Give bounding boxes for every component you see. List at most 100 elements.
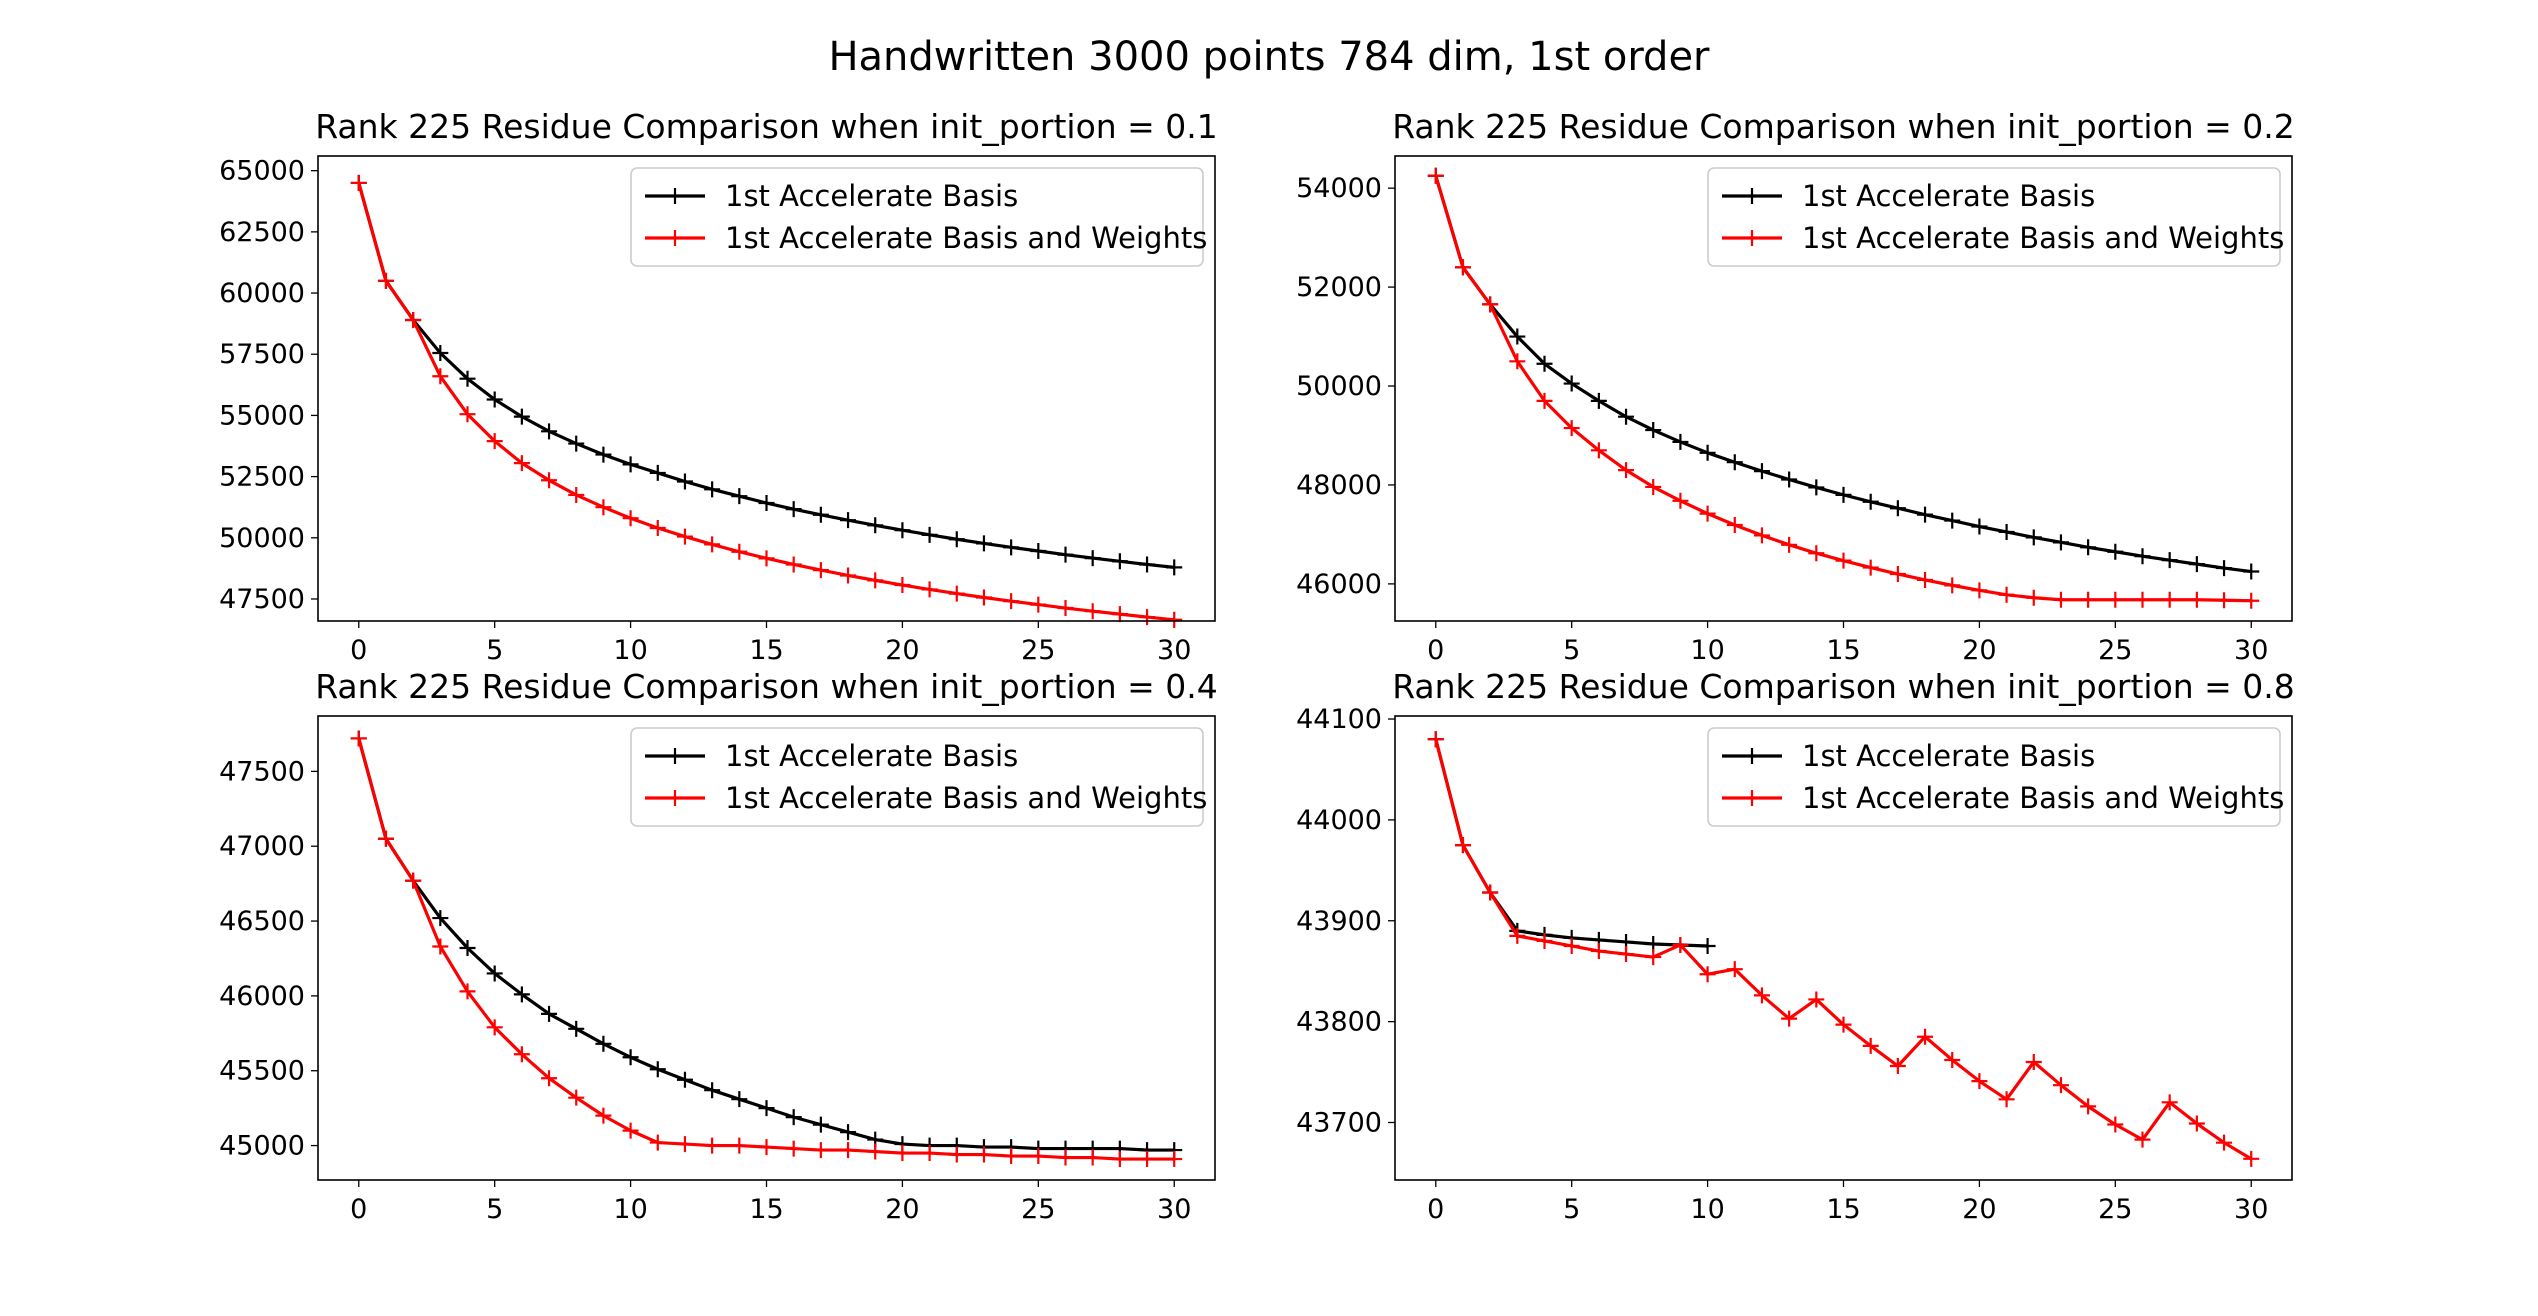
- data-point-marker: [541, 423, 558, 440]
- series-basis: [350, 174, 1183, 576]
- data-point-marker: [2107, 1116, 2124, 1133]
- data-point-marker: [2107, 543, 2124, 560]
- data-point-marker: [1944, 512, 1961, 529]
- series-basis: [1427, 167, 2260, 580]
- data-point-marker: [1618, 408, 1635, 425]
- data-point-marker: [1726, 517, 1743, 534]
- subplot-title: Rank 225 Residue Comparison when init_po…: [1392, 107, 2295, 146]
- data-point-marker: [459, 406, 476, 423]
- axes-frame: [1394, 715, 2293, 1181]
- x-tick-label: 30: [1157, 635, 1191, 666]
- series-basis-and-weights: [350, 174, 1183, 628]
- series-basis: [1427, 731, 1716, 954]
- data-point-marker: [921, 1145, 938, 1162]
- data-point-marker: [459, 370, 476, 387]
- data-point-marker: [2134, 591, 2151, 608]
- legend-label: 1st Accelerate Basis: [1802, 179, 2095, 213]
- data-point-marker: [704, 481, 721, 498]
- data-point-marker: [1139, 556, 1156, 573]
- data-point-marker: [948, 1146, 965, 1163]
- data-point-marker: [1835, 486, 1852, 503]
- data-point-marker: [1111, 1151, 1128, 1168]
- data-point-marker: [1998, 523, 2015, 540]
- data-point-marker: [1808, 545, 1825, 562]
- x-tick-label: 0: [350, 635, 367, 666]
- subplot-grid: Rank 225 Residue Comparison when init_po…: [219, 107, 2295, 1225]
- x-tick-label: 25: [2098, 1194, 2132, 1225]
- data-point-marker: [2080, 1098, 2097, 1115]
- data-point-marker: [1726, 454, 1743, 471]
- legend-swatch-marker: [1744, 790, 1760, 806]
- data-point-marker: [1781, 536, 1798, 553]
- y-tick-label: 55000: [219, 400, 305, 431]
- data-point-marker: [1645, 422, 1662, 439]
- data-point-marker: [2052, 591, 2069, 608]
- data-point-marker: [758, 1100, 775, 1117]
- data-point-marker: [622, 456, 639, 473]
- data-point-marker: [2052, 534, 2069, 551]
- data-point-marker: [1084, 550, 1101, 567]
- data-point-marker: [2161, 1094, 2178, 1111]
- data-point-marker: [1427, 167, 1444, 184]
- y-tick-label: 65000: [219, 156, 305, 187]
- series-basis-and-weights: [1427, 731, 2260, 1167]
- x-tick-label: 5: [1563, 635, 1580, 666]
- data-point-marker: [350, 174, 367, 191]
- subplot-title: Rank 225 Residue Comparison when init_po…: [315, 667, 1218, 706]
- data-point-marker: [676, 1071, 693, 1088]
- data-point-marker: [486, 433, 503, 450]
- y-tick-label: 47000: [219, 831, 305, 862]
- data-point-marker: [894, 577, 911, 594]
- data-point-marker: [1672, 936, 1689, 953]
- legend-label: 1st Accelerate Basis: [1802, 739, 2095, 773]
- axes-frame: [1394, 155, 2293, 622]
- figure-suptitle: Handwritten 3000 points 784 dim, 1st ord…: [828, 34, 1710, 80]
- data-point-marker: [486, 391, 503, 408]
- data-point-marker: [948, 531, 965, 548]
- data-point-marker: [1030, 1148, 1047, 1165]
- y-tick-label: 46000: [219, 981, 305, 1012]
- data-point-marker: [622, 1122, 639, 1139]
- data-point-marker: [1835, 552, 1852, 569]
- data-point-marker: [1003, 539, 1020, 556]
- data-point-marker: [2080, 539, 2097, 556]
- data-point-marker: [1781, 471, 1798, 488]
- data-point-marker: [459, 983, 476, 1000]
- data-point-marker: [595, 1035, 612, 1052]
- x-tick-label: 10: [613, 635, 647, 666]
- data-point-marker: [704, 1137, 721, 1154]
- y-tick-label: 60000: [219, 278, 305, 309]
- data-point-marker: [1084, 603, 1101, 620]
- data-point-marker: [622, 1049, 639, 1066]
- legend-label: 1st Accelerate Basis and Weights: [725, 221, 1207, 255]
- data-point-marker: [1944, 577, 1961, 594]
- data-point-marker: [568, 1020, 585, 1037]
- x-tick-label: 20: [885, 635, 919, 666]
- y-tick-label: 47500: [219, 584, 305, 615]
- x-tick-label: 25: [2098, 635, 2132, 666]
- x-tick-label: 15: [749, 635, 783, 666]
- y-tick-label: 46500: [219, 906, 305, 937]
- data-point-marker: [1917, 571, 1934, 588]
- data-point-marker: [486, 965, 503, 982]
- x-tick-label: 30: [1157, 1194, 1191, 1225]
- y-tick-label: 44100: [1296, 704, 1382, 735]
- axes-frame: [317, 155, 1216, 622]
- y-tick-label: 45000: [219, 1131, 305, 1162]
- data-point-marker: [812, 506, 829, 523]
- data-point-marker: [2243, 1150, 2260, 1167]
- data-point-marker: [1781, 1010, 1798, 1027]
- data-point-marker: [1563, 937, 1580, 954]
- data-point-marker: [948, 585, 965, 602]
- data-point-marker: [840, 512, 857, 529]
- data-point-marker: [1166, 1151, 1183, 1168]
- data-point-marker: [513, 455, 530, 472]
- y-tick-label: 43900: [1296, 906, 1382, 937]
- legend-swatch-marker: [1744, 748, 1760, 764]
- x-tick-label: 15: [1826, 635, 1860, 666]
- data-point-marker: [649, 1061, 666, 1078]
- data-point-marker: [758, 550, 775, 567]
- data-point-marker: [1509, 927, 1526, 944]
- data-point-marker: [432, 910, 449, 927]
- x-tick-label: 10: [1690, 1194, 1724, 1225]
